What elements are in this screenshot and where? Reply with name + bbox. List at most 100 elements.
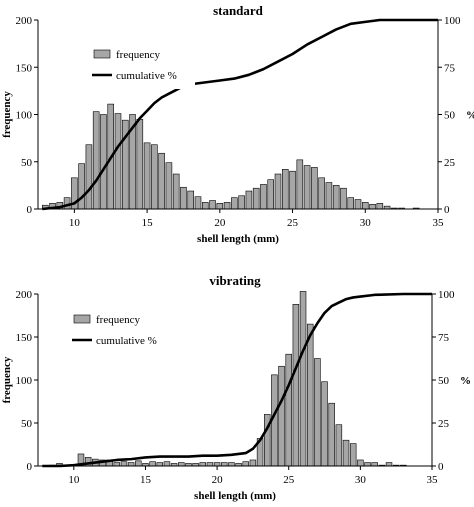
y-tick-label: 150 (16, 332, 33, 344)
bar (209, 200, 216, 210)
bar (285, 353, 292, 467)
bar (223, 202, 231, 210)
bar (216, 203, 224, 210)
bar (267, 179, 275, 210)
bar (369, 203, 376, 210)
bar (306, 323, 314, 467)
bar (114, 113, 122, 210)
bar (314, 358, 321, 467)
chart-title: vibrating (209, 273, 261, 288)
legend-label-frequency: frequency (116, 49, 160, 61)
bar (371, 462, 378, 467)
bar (187, 190, 195, 210)
bar (172, 173, 180, 210)
y2-tick-label: 100 (444, 15, 461, 27)
bar (364, 462, 371, 467)
bar (354, 199, 362, 210)
y-tick-label: 50 (21, 157, 33, 169)
bar (311, 167, 318, 210)
bar (136, 118, 144, 210)
bar (213, 462, 221, 467)
bar (357, 459, 364, 467)
bar (165, 162, 173, 210)
bar (100, 114, 107, 210)
bar (120, 461, 128, 467)
bar (325, 182, 333, 210)
bar (151, 144, 158, 210)
bar (143, 142, 151, 210)
bar (260, 184, 267, 210)
chart-vibrating: 10 15 20 25 30 350501001502000255075100vibrat… (1, 273, 471, 502)
cumulative-line (42, 292, 432, 468)
bar (158, 152, 165, 210)
y-tick-label: 100 (16, 375, 33, 387)
y2-tick-label: 25 (444, 157, 456, 169)
legend-label-cumulative: cumulative % (116, 70, 177, 82)
bar (63, 197, 71, 210)
bar (249, 459, 257, 467)
legend: frequency cumulative % (70, 308, 175, 354)
x-axis-label: shell length (mm) (197, 233, 279, 245)
y2-tick-label: 100 (438, 289, 455, 301)
y-axis-label: frequency (1, 91, 13, 138)
legend-label-frequency: frequency (96, 314, 140, 326)
legend-label-cumulative: cumulative % (96, 335, 157, 347)
bar (296, 159, 304, 210)
x-tick-label: 35 (433, 217, 445, 229)
x-tick-label: 30 (360, 217, 372, 229)
bar (278, 365, 285, 467)
x-tick-label: 20 (212, 474, 224, 486)
bar (201, 202, 209, 210)
x-tick-label: 25 (283, 474, 295, 486)
bar (113, 462, 121, 467)
y-tick-label: 0 (27, 204, 33, 216)
bar (85, 144, 93, 210)
x-tick-label: 30 (355, 474, 367, 486)
x-tick-label: 25 (287, 217, 299, 229)
x-tick-label: 35 (427, 474, 439, 486)
bar (245, 190, 253, 210)
y-tick-label: 50 (21, 418, 33, 430)
x-tick-label: 10 (69, 217, 81, 229)
bar (238, 195, 245, 210)
bar (194, 196, 202, 210)
bar (340, 187, 347, 210)
y-tick-label: 100 (16, 110, 33, 122)
chart-title: standard (213, 3, 264, 18)
bar (163, 461, 171, 467)
bar (281, 169, 289, 210)
bar (135, 460, 142, 467)
bar (299, 291, 307, 467)
bar (274, 173, 282, 210)
y2-tick-label: 50 (438, 375, 450, 387)
bar (206, 462, 214, 467)
y2-tick-label: 0 (438, 461, 444, 473)
bar (228, 462, 235, 467)
y2-tick-label: 75 (444, 62, 456, 74)
y-axis-label: frequency (1, 356, 13, 403)
bar (178, 462, 185, 467)
bar (221, 462, 228, 467)
bar (342, 439, 350, 467)
bar (321, 381, 328, 467)
y-tick-label: 200 (16, 15, 33, 27)
bar (231, 197, 238, 210)
bar (385, 462, 393, 467)
x-tick-label: 15 (140, 474, 152, 486)
bar (328, 402, 335, 467)
y-tick-label: 0 (27, 461, 33, 473)
bar (92, 111, 100, 210)
bar (332, 185, 340, 210)
y2-tick-label: 0 (444, 204, 450, 216)
chart-standard: 10 15 20 25 30 350501001502000255075100standa… (1, 3, 474, 245)
bar (180, 186, 187, 210)
x-tick-label: 10 (68, 474, 80, 486)
bar (78, 163, 85, 210)
bar (303, 165, 311, 210)
bar (252, 187, 260, 210)
bar (156, 462, 164, 467)
y2-axis-label: % (460, 375, 471, 387)
bar (127, 462, 135, 467)
bar (347, 197, 355, 210)
